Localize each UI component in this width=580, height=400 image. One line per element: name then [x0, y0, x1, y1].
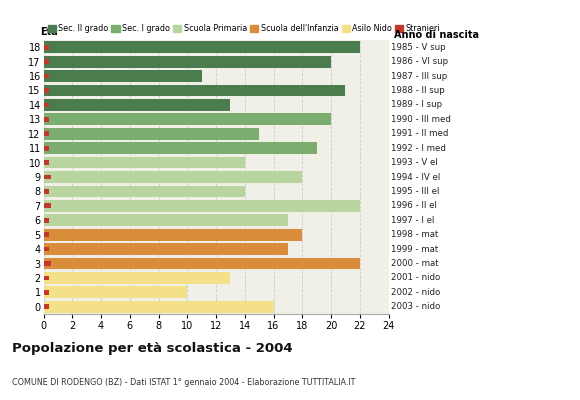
Text: 1987 - III sup: 1987 - III sup: [392, 72, 448, 80]
Text: 1998 - mat: 1998 - mat: [392, 230, 439, 239]
Bar: [44, 175, 52, 179]
Text: 2003 - nido: 2003 - nido: [392, 302, 441, 311]
Text: 1989 - I sup: 1989 - I sup: [392, 100, 443, 109]
Bar: [44, 142, 317, 154]
Text: 2001 - nido: 2001 - nido: [392, 274, 441, 282]
Bar: [44, 301, 274, 313]
Bar: [44, 229, 302, 240]
Bar: [44, 258, 360, 270]
Bar: [44, 160, 49, 165]
Bar: [44, 214, 288, 226]
Bar: [44, 117, 49, 122]
Bar: [44, 114, 331, 125]
Bar: [44, 146, 49, 150]
Bar: [44, 290, 49, 295]
Text: 2000 - mat: 2000 - mat: [392, 259, 439, 268]
Bar: [44, 56, 331, 68]
Bar: [44, 304, 49, 309]
Text: Popolazione per età scolastica - 2004: Popolazione per età scolastica - 2004: [12, 342, 292, 355]
Text: 1988 - II sup: 1988 - II sup: [392, 86, 445, 95]
Bar: [44, 261, 52, 266]
Bar: [44, 74, 49, 78]
Text: 1995 - III el: 1995 - III el: [392, 187, 440, 196]
Text: 1999 - mat: 1999 - mat: [392, 245, 438, 254]
Text: 1991 - II med: 1991 - II med: [392, 129, 449, 138]
Text: 1994 - IV el: 1994 - IV el: [392, 172, 441, 182]
Bar: [44, 286, 187, 298]
Bar: [44, 131, 49, 136]
Text: 1985 - V sup: 1985 - V sup: [392, 43, 446, 52]
Bar: [44, 157, 245, 168]
Legend: Sec. II grado, Sec. I grado, Scuola Primaria, Scuola dell'Infanzia, Asilo Nido, : Sec. II grado, Sec. I grado, Scuola Prim…: [48, 24, 440, 33]
Text: 1993 - V el: 1993 - V el: [392, 158, 438, 167]
Bar: [44, 276, 49, 280]
Bar: [44, 128, 259, 140]
Bar: [44, 84, 346, 96]
Bar: [44, 45, 49, 50]
Bar: [44, 232, 49, 237]
Bar: [44, 88, 49, 93]
Text: 2002 - nido: 2002 - nido: [392, 288, 441, 297]
Text: 1986 - VI sup: 1986 - VI sup: [392, 57, 448, 66]
Bar: [44, 204, 52, 208]
Text: 1992 - I med: 1992 - I med: [392, 144, 447, 153]
Bar: [44, 186, 245, 197]
Text: Anno di nascita: Anno di nascita: [394, 30, 480, 40]
Bar: [44, 272, 230, 284]
Bar: [44, 99, 230, 111]
Bar: [44, 200, 360, 212]
Text: 1990 - III med: 1990 - III med: [392, 115, 451, 124]
Text: COMUNE DI RODENGO (BZ) - Dati ISTAT 1° gennaio 2004 - Elaborazione TUTTITALIA.IT: COMUNE DI RODENGO (BZ) - Dati ISTAT 1° g…: [12, 378, 355, 387]
Bar: [44, 189, 49, 194]
Bar: [44, 218, 49, 223]
Bar: [44, 243, 288, 255]
Bar: [44, 70, 202, 82]
Text: 1996 - II el: 1996 - II el: [392, 201, 437, 210]
Bar: [44, 102, 49, 107]
Text: Età: Età: [40, 27, 58, 37]
Bar: [44, 59, 49, 64]
Bar: [44, 41, 360, 53]
Text: 1997 - I el: 1997 - I el: [392, 216, 435, 225]
Bar: [44, 247, 49, 252]
Bar: [44, 171, 302, 183]
